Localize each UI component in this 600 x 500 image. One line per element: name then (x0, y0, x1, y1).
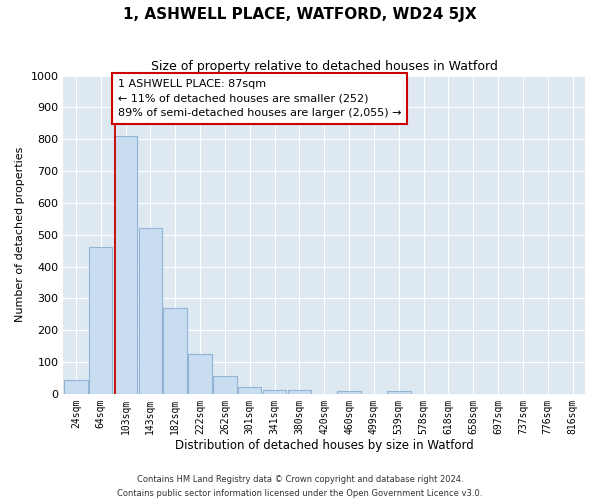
Bar (188, 354, 212, 394)
X-axis label: Distribution of detached houses by size in Watford: Distribution of detached houses by size … (175, 440, 473, 452)
Bar (139, 228, 162, 394)
Bar (114, 136, 137, 394)
Text: 1, ASHWELL PLACE, WATFORD, WD24 5JX: 1, ASHWELL PLACE, WATFORD, WD24 5JX (123, 8, 477, 22)
Text: 1 ASHWELL PLACE: 87sqm
← 11% of detached houses are smaller (252)
89% of semi-de: 1 ASHWELL PLACE: 87sqm ← 11% of detached… (118, 78, 401, 118)
Bar (238, 387, 262, 394)
Text: Contains HM Land Registry data © Crown copyright and database right 2024.
Contai: Contains HM Land Registry data © Crown c… (118, 476, 482, 498)
Bar (263, 390, 286, 394)
Bar (64, 380, 88, 394)
Bar (387, 391, 410, 394)
Bar (287, 390, 311, 394)
Bar (163, 308, 187, 394)
Bar (213, 376, 236, 394)
Title: Size of property relative to detached houses in Watford: Size of property relative to detached ho… (151, 60, 497, 73)
Y-axis label: Number of detached properties: Number of detached properties (15, 147, 25, 322)
Bar (89, 248, 112, 394)
Bar (337, 390, 361, 394)
